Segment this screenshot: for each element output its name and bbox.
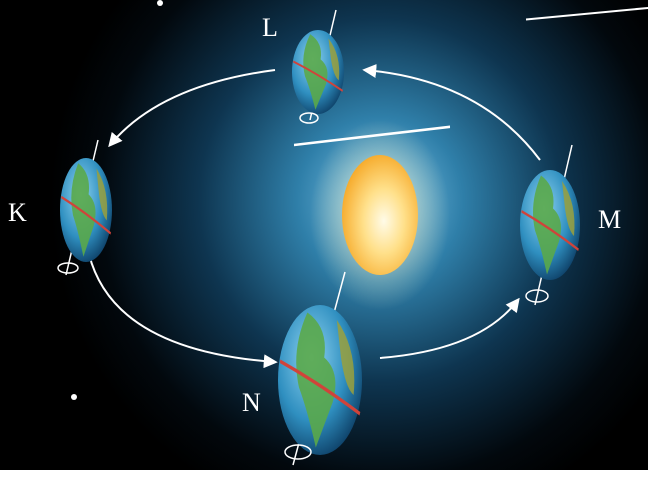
earth-l — [292, 5, 648, 123]
orbit-arrow — [87, 249, 278, 369]
orbit-arrow — [108, 69, 276, 148]
earth-n — [278, 260, 648, 465]
star — [157, 0, 163, 6]
node-label: M — [598, 205, 621, 234]
node-label: K — [8, 198, 27, 227]
earth-m — [520, 137, 648, 305]
sun — [342, 155, 418, 275]
node-label: L — [262, 13, 278, 42]
orbit-arrow — [362, 64, 541, 161]
orbit-arrow — [379, 297, 520, 359]
star — [71, 394, 77, 400]
node-label: N — [242, 388, 261, 417]
earth-k — [58, 127, 450, 275]
